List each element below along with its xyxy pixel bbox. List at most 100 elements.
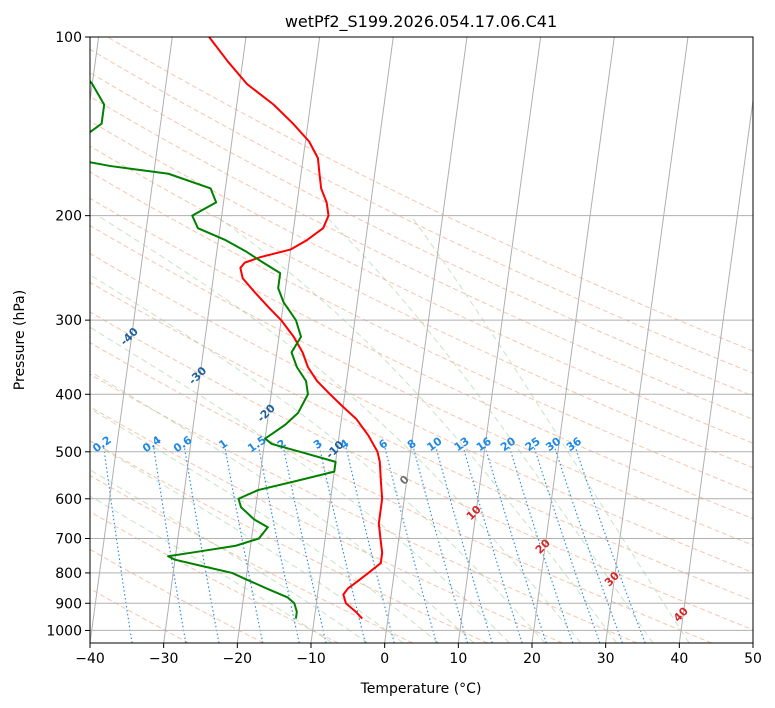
x-axis: −40 −30 −20 −10 0 10 20 30 40 50 bbox=[75, 643, 762, 667]
mixing-ratio-line bbox=[103, 446, 133, 643]
dry-adiabat bbox=[90, 197, 753, 520]
mixing-ratio-line bbox=[152, 446, 187, 643]
dry-adiabat bbox=[90, 48, 753, 374]
isotherm-line bbox=[531, 37, 615, 643]
moist-adiabat bbox=[90, 274, 546, 643]
moist-adiabats bbox=[90, 215, 690, 643]
mixing-ratio-line bbox=[183, 446, 220, 643]
mixing-ratio-lines bbox=[103, 446, 646, 643]
mixing-ratio-line bbox=[553, 446, 623, 643]
mixing-ratio-label: 16 bbox=[474, 434, 494, 454]
chart-title: wetPf2_S199.2026.054.17.06.C41 bbox=[285, 12, 557, 32]
x-tick-label: 50 bbox=[744, 651, 762, 667]
mixing-ratio-label: 3 bbox=[311, 437, 325, 452]
dry-adiabat bbox=[90, 72, 753, 397]
isotherm-label: 40 bbox=[671, 604, 691, 624]
y-tick-label: 500 bbox=[55, 445, 82, 461]
x-tick-label: −40 bbox=[75, 651, 105, 667]
dry-adiabats bbox=[90, 37, 753, 643]
dry-adiabat bbox=[90, 252, 753, 574]
isotherm-label: -60 bbox=[0, 244, 5, 267]
x-tick-label: −30 bbox=[149, 651, 179, 667]
isotherm-line bbox=[90, 37, 173, 643]
moist-adiabat bbox=[410, 215, 690, 643]
mixing-ratio-label: 20 bbox=[498, 434, 518, 454]
dewpoint-profile bbox=[90, 79, 337, 619]
y-tick-label: 800 bbox=[55, 566, 82, 582]
isotherm-line bbox=[752, 639, 753, 643]
mixing-ratio-label: 25 bbox=[523, 435, 543, 454]
x-tick-label: 0 bbox=[380, 651, 389, 667]
dry-adiabat bbox=[90, 474, 414, 643]
isotherm-label: 10 bbox=[464, 503, 484, 523]
mixing-ratio-line bbox=[533, 446, 601, 643]
mixing-ratio-label: 13 bbox=[452, 435, 472, 454]
dry-adiabat bbox=[90, 281, 753, 602]
plot-frame bbox=[89, 36, 754, 644]
isotherm-line bbox=[90, 37, 100, 105]
plot-area: -100-90-80-70-60-50-40-30-20-10010203040… bbox=[0, 37, 753, 643]
data-series bbox=[90, 37, 384, 620]
y-tick-label: 900 bbox=[55, 596, 82, 612]
mixing-ratio-label: 6 bbox=[376, 437, 390, 452]
mixing-ratio-line bbox=[412, 446, 469, 643]
y-axis-label: Pressure (hPa) bbox=[12, 290, 28, 390]
dry-adiabat bbox=[107, 37, 753, 352]
dry-adiabat bbox=[90, 548, 264, 643]
y-tick-label: 300 bbox=[55, 313, 82, 329]
y-tick-label: 100 bbox=[55, 30, 82, 46]
dry-adiabat bbox=[90, 311, 753, 631]
moist-adiabat bbox=[97, 215, 582, 643]
mixing-ratio-line bbox=[462, 446, 523, 643]
isotherm-line bbox=[236, 37, 321, 643]
dry-adiabat bbox=[90, 440, 488, 643]
x-axis-label: Temperature (°C) bbox=[360, 681, 482, 697]
temperature-profile bbox=[208, 37, 384, 620]
moist-adiabat bbox=[215, 215, 618, 643]
mixing-ratio-line bbox=[224, 446, 264, 643]
mixing-ratio-line bbox=[282, 446, 327, 643]
y-tick-label: 700 bbox=[55, 532, 82, 548]
y-tick-label: 200 bbox=[55, 209, 82, 225]
dry-adiabat bbox=[90, 342, 712, 643]
mixing-ratio-line bbox=[384, 446, 437, 643]
isotherm-line bbox=[310, 37, 394, 643]
isotherm-line bbox=[457, 37, 542, 643]
moist-adiabat bbox=[90, 469, 368, 643]
x-tick-label: 30 bbox=[597, 651, 615, 667]
moist-adiabat bbox=[324, 215, 654, 643]
mixing-ratio-line bbox=[574, 446, 646, 643]
y-tick-label: 600 bbox=[55, 492, 82, 508]
mixing-ratio-line bbox=[484, 446, 547, 643]
mixing-ratio-line bbox=[435, 446, 493, 643]
mixing-ratio-line bbox=[318, 446, 366, 643]
dry-adiabat bbox=[90, 406, 563, 643]
isotherm-label: 30 bbox=[602, 569, 622, 589]
mixing-ratio-label: 8 bbox=[405, 437, 419, 452]
isotherm-line bbox=[678, 96, 753, 643]
dry-adiabat bbox=[90, 225, 753, 546]
isotherm-label: -50 bbox=[49, 285, 72, 308]
dry-adiabat bbox=[90, 95, 753, 420]
dry-adiabat bbox=[90, 511, 339, 643]
moist-adiabat bbox=[90, 370, 475, 643]
dry-adiabat bbox=[90, 171, 753, 494]
mixing-ratio-line bbox=[508, 446, 574, 643]
x-tick-label: 40 bbox=[670, 651, 688, 667]
isotherms bbox=[90, 37, 753, 643]
isotherm-line bbox=[605, 37, 689, 643]
dry-adiabat bbox=[90, 120, 753, 444]
dry-adiabat bbox=[90, 373, 638, 643]
moist-adiabat bbox=[90, 440, 404, 643]
x-tick-label: −20 bbox=[223, 651, 253, 667]
mixing-ratio-label: 10 bbox=[425, 434, 445, 454]
isotherm-line bbox=[384, 37, 468, 643]
isobars bbox=[90, 37, 753, 631]
isotherm-label: -40 bbox=[118, 325, 141, 348]
y-tick-label: 1000 bbox=[46, 623, 82, 639]
y-axis: 100 200 300 400 500 600 700 800 900 1000 bbox=[46, 30, 90, 639]
isotherm-line bbox=[163, 37, 247, 643]
y-tick-label: 400 bbox=[55, 387, 82, 403]
mixing-ratio-line bbox=[257, 446, 300, 643]
